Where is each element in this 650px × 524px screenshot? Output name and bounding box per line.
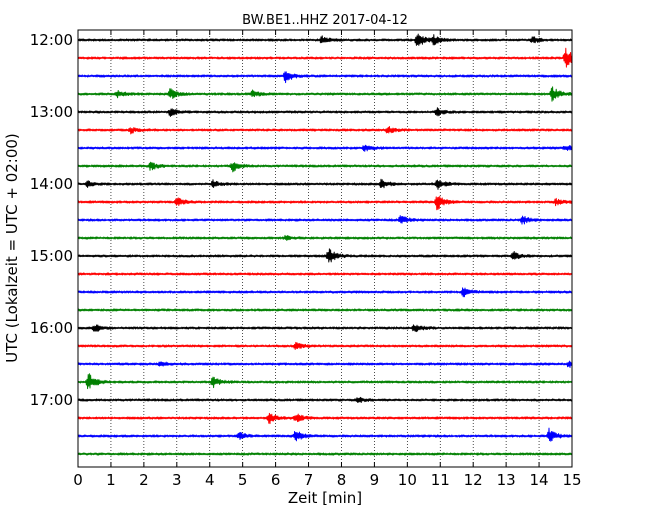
x-tick-label: 6 — [271, 471, 281, 489]
y-tick-label: 16:00 — [30, 319, 73, 337]
trace-line-1330 — [77, 144, 573, 152]
trace-line-1415 — [77, 195, 573, 211]
x-tick-label: 3 — [172, 471, 182, 489]
x-tick-label: 11 — [431, 471, 450, 489]
axes-layer: 0 1 2 3 4 5 6 7 8 9 10 11 12 13 14 1512:0013:0014:0015:… — [30, 29, 582, 489]
trace-line-1345 — [77, 161, 573, 173]
trace-line-1545 — [77, 308, 573, 312]
y-tick-label: 12:00 — [30, 31, 73, 49]
y-tick-label: 13:00 — [30, 103, 73, 121]
x-tick-label: 5 — [238, 471, 248, 489]
y-tick-label: 15:00 — [30, 247, 73, 265]
x-tick-label: 9 — [370, 471, 380, 489]
trace-line-1615 — [77, 341, 573, 350]
x-tick-label: 12 — [464, 471, 483, 489]
x-tick-label: 15 — [562, 471, 581, 489]
plot-frame — [77, 29, 573, 468]
trace-line-1530 — [77, 287, 573, 298]
trace-line-1730 — [77, 427, 573, 442]
x-tick-label: 0 — [73, 471, 83, 489]
trace-line-1445 — [77, 234, 573, 241]
trace-line-1630 — [77, 360, 573, 368]
trace-line-1230 — [77, 71, 573, 84]
trace-layer — [77, 33, 573, 456]
x-tick-label: 2 — [139, 471, 149, 489]
y-tick-label: 17:00 — [30, 391, 73, 409]
trace-line-1300 — [77, 107, 573, 117]
x-axis-label: Zeit [min] — [288, 489, 362, 507]
y-tick-label: 14:00 — [30, 175, 73, 193]
trace-line-1245 — [77, 86, 573, 102]
x-tick-label: 14 — [530, 471, 549, 489]
x-tick-label: 1 — [106, 471, 116, 489]
trace-line-1500 — [77, 248, 573, 263]
trace-line-1600 — [77, 324, 573, 333]
x-tick-label: 8 — [337, 471, 347, 489]
trace-line-1515 — [77, 272, 573, 276]
trace-line-1400 — [77, 178, 573, 190]
y-axis-label: UTC (Lokalzeit = UTC + 02:00) — [3, 133, 21, 363]
chart-title: BW.BE1..HHZ 2017-04-12 — [242, 13, 408, 28]
trace-line-1200 — [77, 33, 573, 46]
x-tick-label: 4 — [205, 471, 215, 489]
trace-line-1745 — [77, 452, 573, 456]
x-tick-label: 7 — [304, 471, 314, 489]
trace-line-1715 — [77, 412, 573, 425]
trace-line-1315 — [77, 126, 573, 135]
x-tick-label: 13 — [497, 471, 516, 489]
trace-line-1700 — [77, 396, 573, 404]
x-tick-label: 10 — [398, 471, 417, 489]
trace-line-1645 — [77, 373, 573, 390]
trace-line-1430 — [77, 215, 573, 225]
trace-line-1215 — [77, 47, 573, 68]
grid-layer — [110, 30, 540, 467]
